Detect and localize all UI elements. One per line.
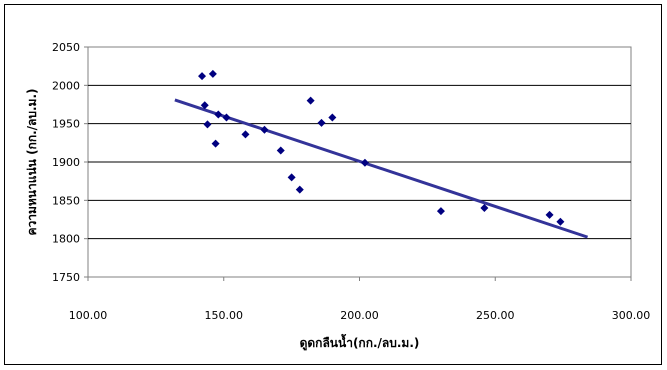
data-point	[328, 113, 337, 122]
data-points	[198, 69, 565, 226]
y-tick-label: 1900	[52, 156, 80, 169]
y-tick-labels: 1750 1800 1850 1900 1950 2000 2050	[52, 41, 88, 284]
data-point	[436, 207, 445, 216]
data-point	[287, 173, 296, 182]
data-point	[480, 204, 489, 212]
data-point	[317, 118, 326, 127]
data-point	[198, 72, 207, 81]
trendline-group	[174, 98, 589, 239]
data-point	[203, 120, 212, 129]
data-point	[222, 113, 231, 122]
y-axis-title: ความหนาแน่น (กก./ลบ.ม.)	[25, 88, 39, 235]
x-tick-label: 200.00	[340, 309, 379, 322]
x-tick-label: 250.00	[476, 309, 515, 322]
y-tick-label: 1950	[52, 118, 80, 131]
y-tick-label: 2000	[52, 79, 80, 92]
x-axis-title: ดูดกลืนน้ำ(กก./ลบ.ม.)	[300, 333, 420, 351]
x-tick-label: 150.00	[205, 309, 244, 322]
x-tick-label: 100.00	[69, 309, 108, 322]
y-tick-label: 1800	[52, 233, 80, 246]
data-point	[211, 139, 220, 148]
x-tick-labels: 100.00 150.00 200.00 250.00 300.00	[69, 277, 651, 322]
data-point	[208, 69, 217, 78]
data-point	[241, 130, 250, 139]
data-point	[306, 96, 315, 105]
y-tick-label: 1850	[52, 194, 80, 207]
data-point	[556, 217, 565, 226]
y-tick-label: 1750	[52, 271, 80, 284]
data-point	[360, 158, 369, 167]
data-point	[276, 146, 285, 155]
data-point	[260, 125, 269, 134]
data-point	[545, 210, 554, 219]
data-point	[214, 110, 223, 119]
y-tick-label: 2050	[52, 41, 80, 54]
data-point	[200, 101, 209, 110]
x-tick-label: 300.00	[612, 309, 651, 322]
trendline	[174, 98, 589, 239]
data-point	[295, 185, 304, 194]
